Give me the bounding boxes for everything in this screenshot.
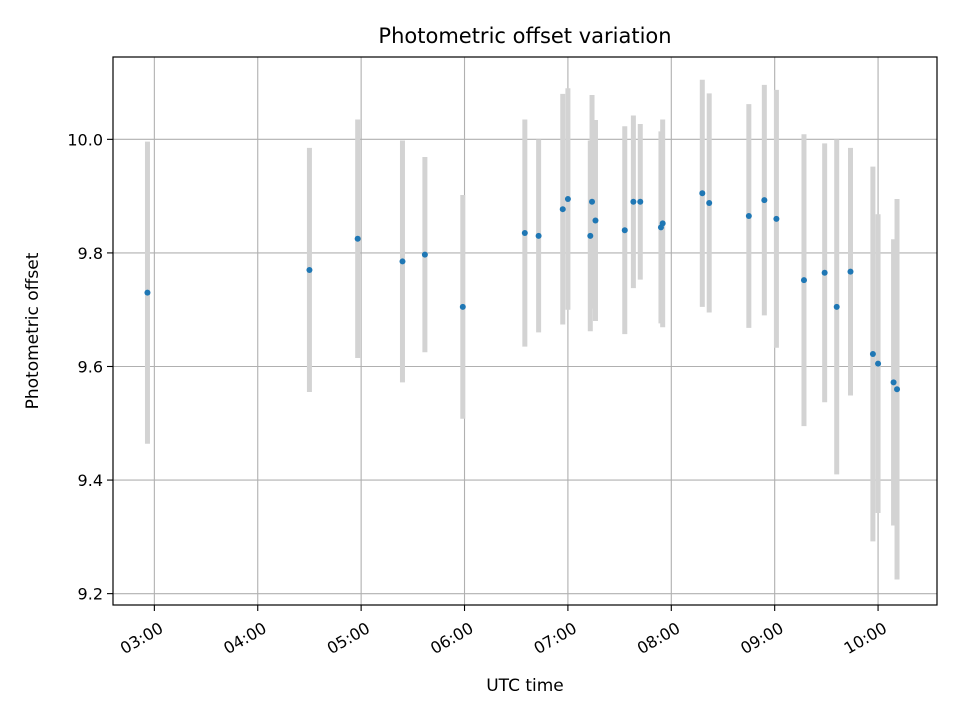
data-point [399,258,406,265]
data-point [144,289,151,296]
data-point [833,303,840,310]
y-tick-label: 9.4 [78,471,103,490]
data-point [564,195,571,202]
data-point [745,213,752,220]
data-point [521,230,528,237]
y-tick-label: 9.2 [78,585,103,604]
x-axis-label: UTC time [486,676,564,696]
data-point [587,232,594,239]
data-point [354,235,361,242]
data-point [761,197,768,204]
data-point [894,386,901,393]
data-point [306,266,313,273]
data-point [869,350,876,357]
data-point [621,227,628,234]
y-tick-label: 9.6 [78,357,103,376]
data-point [630,198,637,205]
data-point [699,190,706,197]
y-tick-label: 9.8 [78,244,103,263]
chart-title: Photometric offset variation [378,24,671,48]
data-point [821,269,828,276]
y-axis-ticks: 9.2 9.4 9.6 9.8 10.0 [67,130,113,604]
data-point [800,277,807,284]
data-point [535,232,542,239]
data-point [589,198,596,205]
data-point [421,251,428,258]
data-point [773,215,780,222]
data-point [847,268,854,275]
data-point [637,198,644,205]
data-point [659,220,666,227]
data-point [592,217,599,224]
data-point [459,303,466,310]
data-point [706,199,713,206]
data-points [144,190,901,393]
y-tick-label: 10.0 [67,130,103,149]
plot-frame [112,56,938,606]
data-point [890,379,897,386]
data-point [875,360,882,367]
data-point [559,206,566,213]
y-axis-label: Photometric offset [23,252,43,409]
